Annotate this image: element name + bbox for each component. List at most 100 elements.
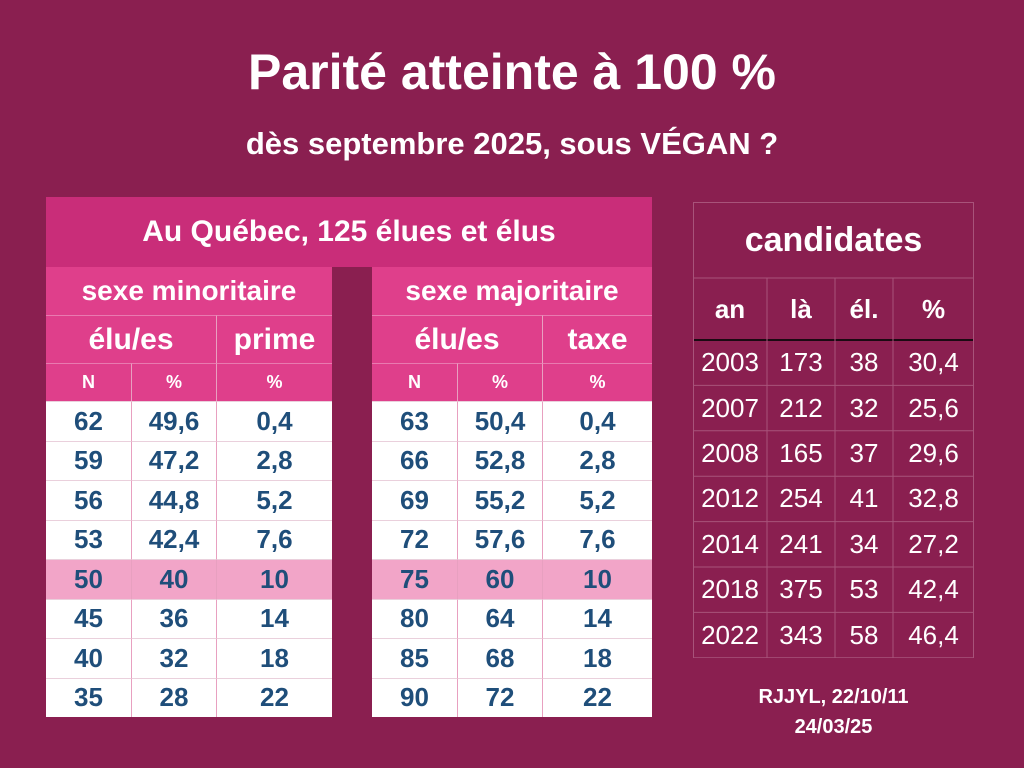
candidates-cell: 2014	[701, 528, 759, 559]
minority-cell: 40	[131, 559, 216, 599]
minority-cell: 50	[46, 559, 131, 599]
candidates-cell: 37	[849, 437, 879, 468]
candidates-cell: 42,4	[908, 574, 959, 605]
minority-cell: 2,8	[216, 440, 332, 480]
minority-cell: 62	[46, 401, 131, 441]
minority-cell: 42,4	[131, 519, 216, 559]
candidates-col-header: %	[921, 293, 946, 324]
majority-elus-header: élu/es	[372, 315, 542, 363]
unit-n: N	[46, 363, 131, 401]
majority-cell: 5,2	[542, 480, 652, 520]
parity-table: Au Québec, 125 élues et élus sexe minori…	[46, 197, 652, 717]
majority-cell: 57,6	[457, 519, 542, 559]
majority-taxe-header: taxe	[542, 315, 652, 363]
majority-cell: 60	[457, 559, 542, 599]
candidates-table-grid	[693, 202, 974, 658]
candidates-cell: 254	[779, 483, 823, 514]
majority-cell: 7,6	[542, 519, 652, 559]
group-minority-header: sexe minoritaire	[46, 267, 332, 315]
parity-table-header: Au Québec, 125 élues et élus	[46, 197, 652, 267]
majority-cell: 2,8	[542, 440, 652, 480]
candidates-col-header: an	[714, 293, 746, 324]
candidates-cell: 241	[779, 528, 823, 559]
candidates-cell: 27,2	[908, 528, 959, 559]
majority-cell: 90	[372, 677, 457, 717]
candidates-table: candidates an là él.% 2003 173 38 30,4 2007 212…	[693, 202, 974, 658]
page-title: Parité atteinte à 100 %	[247, 44, 777, 100]
candidates-cell: 41	[849, 483, 879, 514]
candidates-cell: 2008	[701, 437, 759, 468]
minority-cell: 40	[46, 638, 131, 678]
minority-cell: 32	[131, 638, 216, 678]
majority-cell: 66	[372, 440, 457, 480]
majority-cell: 52,8	[457, 440, 542, 480]
candidates-cell: 34	[849, 528, 879, 559]
minority-cell: 28	[131, 677, 216, 717]
minority-cell: 44,8	[131, 480, 216, 520]
candidates-cell: 2022	[701, 619, 759, 650]
minority-cell: 47,2	[131, 440, 216, 480]
majority-cell: 0,4	[542, 401, 652, 441]
candidates-cell: 32,8	[908, 483, 959, 514]
column-gap	[332, 267, 372, 717]
majority-cell: 69	[372, 480, 457, 520]
majority-cell: 64	[457, 598, 542, 638]
candidates-cell: 2003	[701, 347, 759, 378]
candidates-cell: 375	[779, 574, 823, 605]
majority-cell: 22	[542, 677, 652, 717]
minority-cell: 35	[46, 677, 131, 717]
majority-cell: 63	[372, 401, 457, 441]
majority-cell: 18	[542, 638, 652, 678]
minority-cell: 49,6	[131, 401, 216, 441]
candidates-cell: 38	[849, 347, 879, 378]
candidates-cell: 343	[779, 619, 823, 650]
minority-cell: 5,2	[216, 480, 332, 520]
candidates-col-header: là	[790, 293, 812, 324]
credit-line-1: RJJYL, 22/10/11	[758, 686, 909, 708]
unit-pct: %	[216, 363, 332, 401]
majority-cell: 10	[542, 559, 652, 599]
minority-cell: 14	[216, 598, 332, 638]
candidates-cell: 2007	[701, 392, 759, 423]
unit-pct: %	[542, 363, 652, 401]
majority-cell: 75	[372, 559, 457, 599]
minority-cell: 18	[216, 638, 332, 678]
minority-cell: 7,6	[216, 519, 332, 559]
unit-n: N	[372, 363, 457, 401]
minority-cell: 36	[131, 598, 216, 638]
majority-cell: 80	[372, 598, 457, 638]
candidates-cell: 2012	[701, 483, 759, 514]
majority-cell: 85	[372, 638, 457, 678]
minority-cell: 22	[216, 677, 332, 717]
candidates-cell: 173	[779, 347, 823, 378]
page-subtitle: dès septembre 2025, sous VÉGAN ?	[245, 126, 779, 161]
candidates-cell: 46,4	[908, 619, 959, 650]
candidates-col-header: él.	[849, 293, 879, 324]
candidates-cell: 212	[779, 392, 823, 423]
majority-cell: 14	[542, 598, 652, 638]
credit-line-2: 24/03/25	[794, 716, 873, 738]
minority-elus-header: élu/es	[46, 315, 216, 363]
group-majority-header: sexe majoritaire	[372, 267, 652, 315]
candidates-cell: 30,4	[908, 347, 959, 378]
minority-cell: 45	[46, 598, 131, 638]
majority-cell: 55,2	[457, 480, 542, 520]
candidates-cell: 25,6	[908, 392, 959, 423]
minority-cell: 56	[46, 480, 131, 520]
majority-cell: 72	[457, 677, 542, 717]
candidates-cell: 53	[849, 574, 879, 605]
majority-cell: 72	[372, 519, 457, 559]
unit-pct: %	[131, 363, 216, 401]
minority-cell: 53	[46, 519, 131, 559]
majority-cell: 68	[457, 638, 542, 678]
minority-cell: 0,4	[216, 401, 332, 441]
candidates-cell: 29,6	[908, 437, 959, 468]
minority-cell: 10	[216, 559, 332, 599]
candidates-cell: 32	[849, 392, 879, 423]
candidates-cell: 58	[849, 619, 879, 650]
majority-cell: 50,4	[457, 401, 542, 441]
candidates-cell: 165	[779, 437, 823, 468]
minority-cell: 59	[46, 440, 131, 480]
candidates-table-header: candidates	[744, 220, 923, 259]
candidates-cell: 2018	[701, 574, 759, 605]
